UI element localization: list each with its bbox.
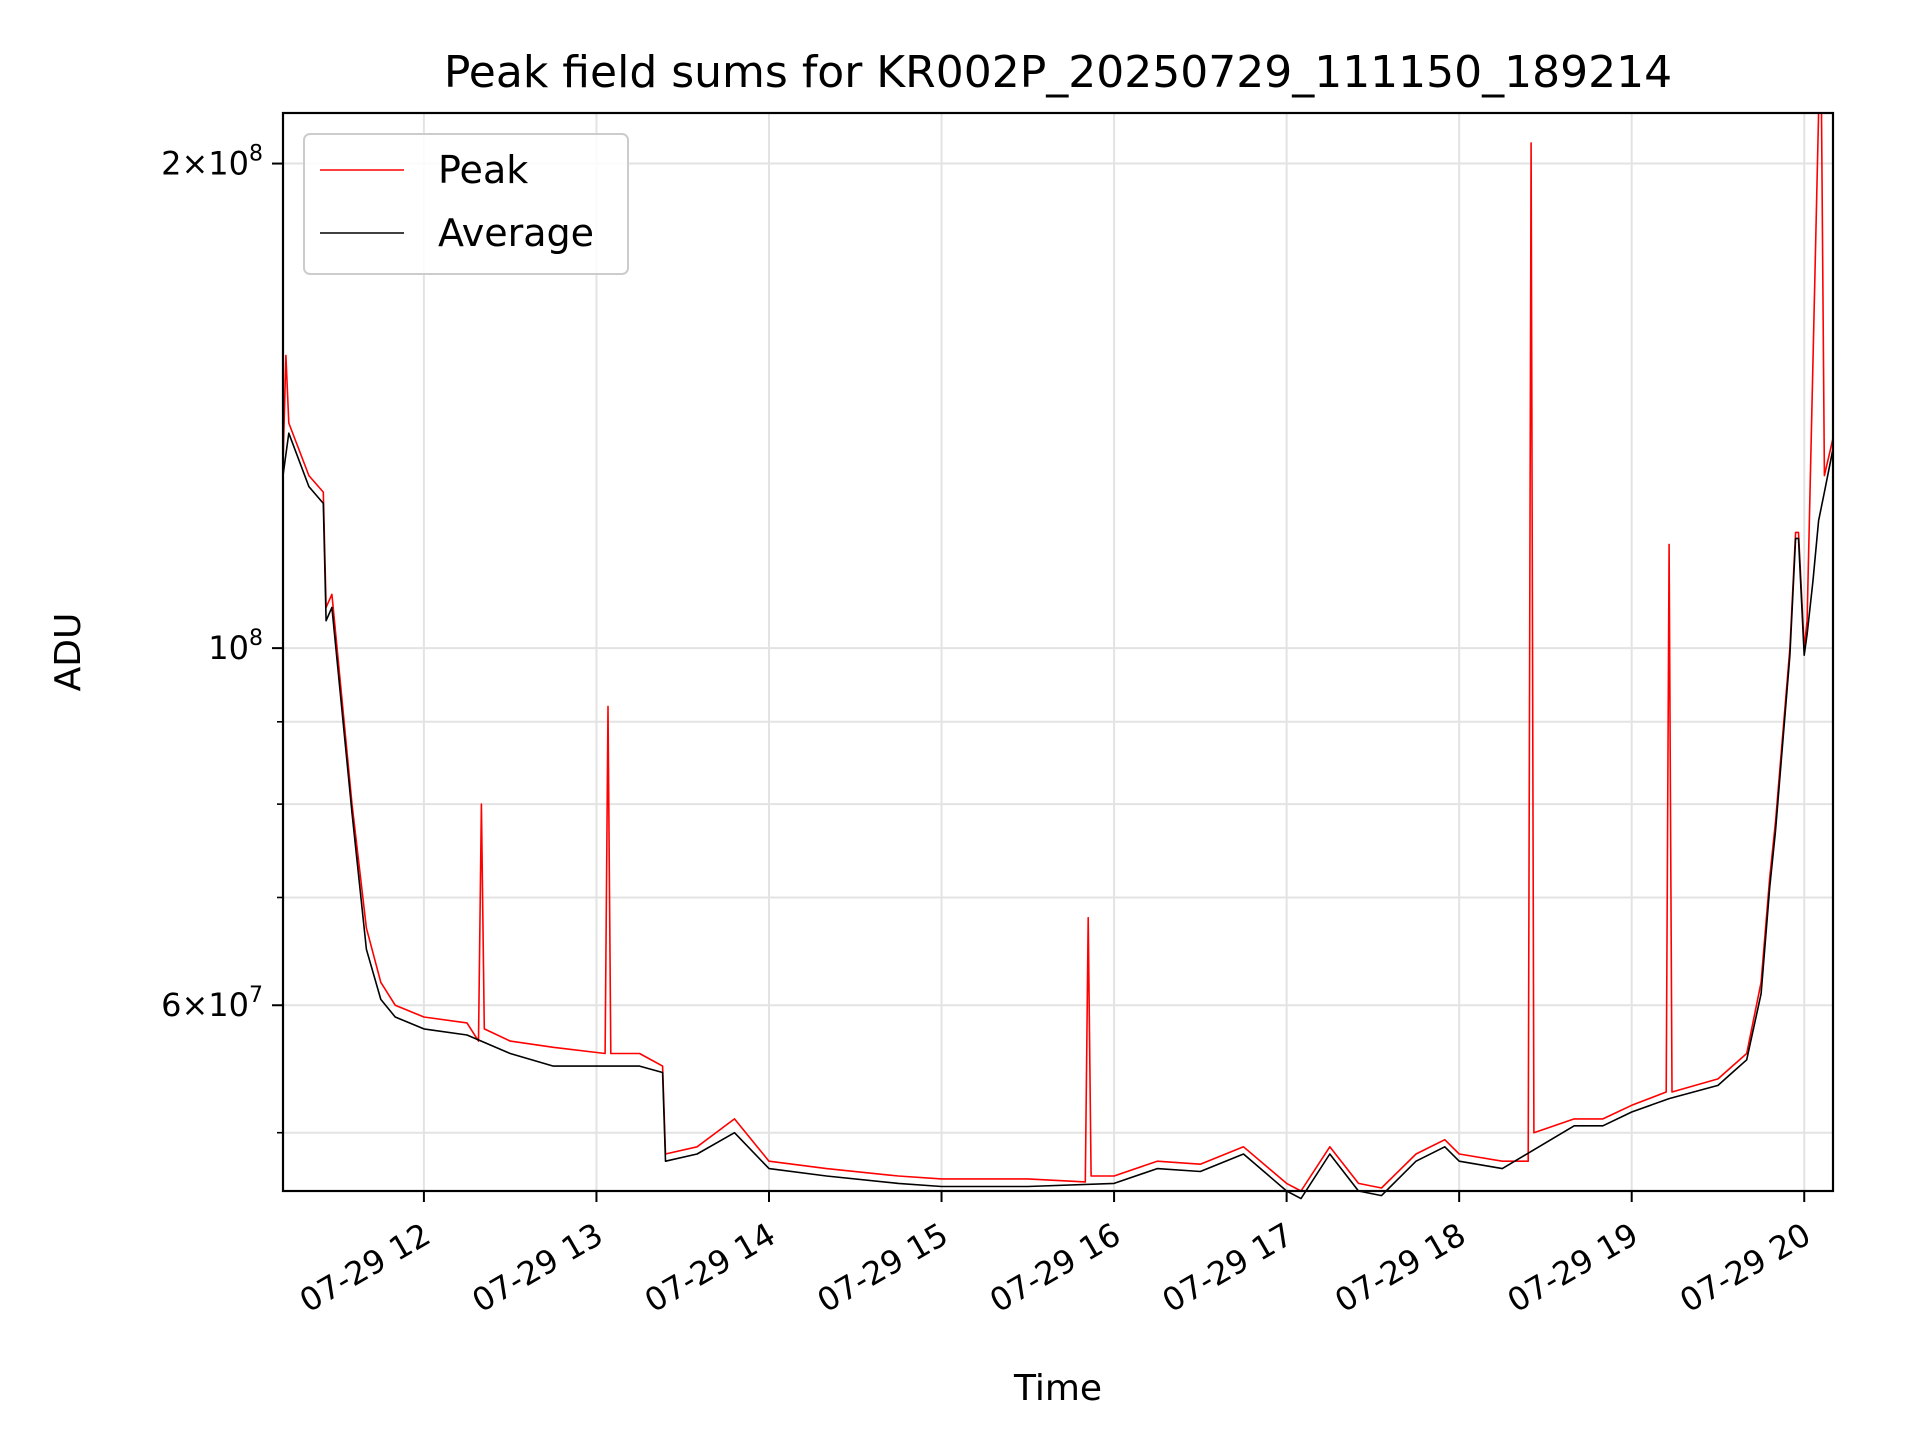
legend-label-average: Average	[438, 211, 594, 255]
y-tick-label: 108	[208, 626, 263, 667]
y-axis-label: ADU	[48, 613, 89, 692]
legend: Peak Average	[303, 133, 629, 275]
grid-lines	[283, 113, 1833, 1191]
plot-area	[282, 112, 1834, 1200]
series-line-average	[282, 432, 1834, 1200]
y-tick-label: 6×107	[161, 983, 263, 1024]
y-axis-ticks: 2×108 108 6×107	[161, 142, 283, 1134]
legend-box	[303, 133, 629, 275]
legend-label-peak: Peak	[438, 148, 528, 192]
y-tick-label: 2×108	[161, 142, 263, 183]
axes-frame	[281, 111, 1835, 1193]
series-line-peak	[282, 112, 1834, 1192]
x-axis-label: Time	[1013, 1368, 1102, 1409]
chart-title: Peak field sums for KR002P_20250729_1111…	[444, 47, 1672, 98]
